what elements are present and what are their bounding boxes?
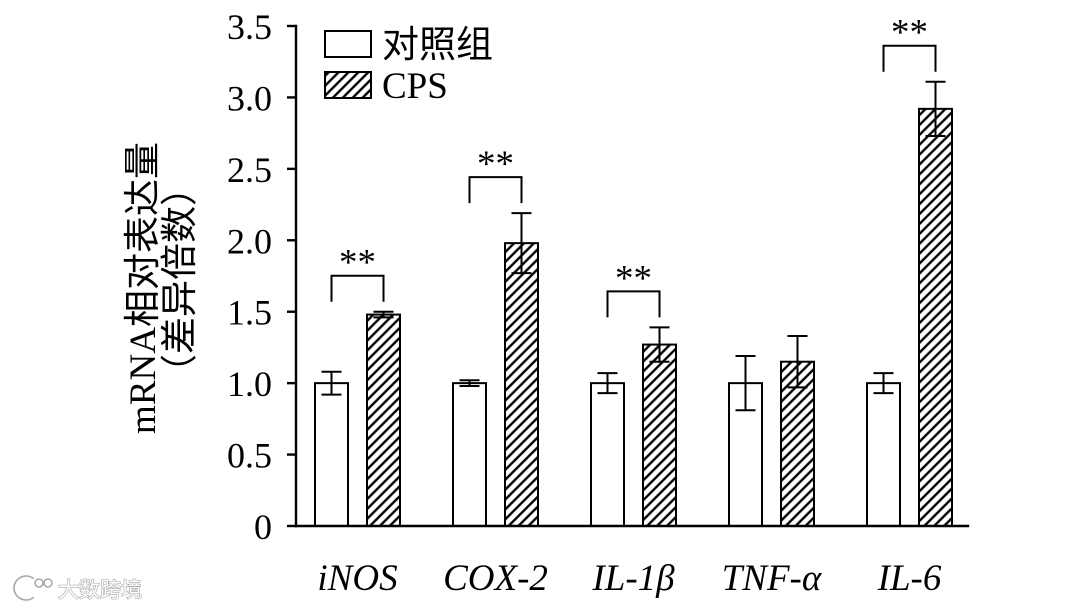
bar-series-1-il-6 [866,382,901,527]
legend-label-series-1: 对照组 [382,25,493,66]
significance-il-6: ** [882,13,937,72]
significance-layer: ** ** ** ** [330,13,937,318]
error-bar-series-2-inos [373,310,394,319]
logo-icon [13,575,53,601]
y-axis-label: mRNA相对表达量 [123,142,164,434]
legend-item-series-1: 对照组 [324,25,493,66]
significance-il-1beta: ** [606,258,661,318]
legend-label-series-2: CPS [382,66,448,107]
bar-series-2-cox-2 [504,242,539,527]
significance-bracket-cox-2 [468,176,523,204]
error-bars-layer [321,80,946,412]
significance-label-cox-2: ** [477,144,514,185]
legend-swatch-series-2 [324,71,372,99]
significance-bracket-il-1beta [606,290,661,318]
error-bar-series-2-il-6 [925,80,946,137]
error-bar-series-1-il-1beta [597,372,618,395]
y-tick-label-5: 2.5 [227,150,272,190]
error-bar-series-1-il-6 [873,372,894,395]
y-tick-label-0: 0 [254,507,272,547]
bar-series-1-inos [314,382,349,527]
significance-bracket-inos [330,274,385,302]
y-tick-label-3: 1.5 [227,293,272,333]
error-bar-series-1-cox-2 [459,379,480,387]
y-tick-label-6: 3.0 [227,78,272,118]
y-tick-label-2: 1.0 [227,364,272,404]
error-bar-series-2-il-1beta [649,326,670,363]
axes [287,24,970,528]
legend-swatch-series-1 [324,30,372,58]
y-tick-label-7: 3.5 [227,7,272,47]
significance-bracket-il-6 [882,44,937,72]
legend-item-series-2: CPS [324,66,448,107]
error-bar-series-1-inos [321,370,342,396]
x-tick-label-inos: iNOS [317,558,397,599]
watermark: 大数跨境 [13,575,143,603]
error-bar-series-1-tnf-alpha [735,355,756,412]
watermark-text: 大数跨境 [58,578,142,602]
error-bar-series-2-tnf-alpha [787,335,808,389]
x-tick-labels: iNOS COX-2 IL-1β TNF-α IL-6 [317,558,941,599]
y-tick-label-4: 2.0 [227,221,272,261]
significance-label-il-1beta: ** [615,258,652,299]
bar-series-2-il-1beta [642,343,677,528]
x-tick-label-cox-2: COX-2 [443,558,548,599]
bar-series-2-il-6 [918,107,953,527]
significance-inos: ** [330,243,385,302]
x-tick-label-il-6: IL-6 [877,558,942,599]
bar-series-2-inos [366,313,401,528]
y-tick-label-1: 0.5 [227,436,272,476]
x-tick-label-il-1beta: IL-1β [591,558,675,599]
bar-series-2-tnf-alpha [780,360,815,528]
bars-layer [314,107,953,528]
error-bar-series-2-cox-2 [511,212,532,275]
y-axis-label-unit: （差异倍数） [159,169,201,391]
significance-label-inos: ** [339,243,376,284]
bar-series-1-cox-2 [452,382,487,527]
y-tick-labels: 0 0.5 1.0 1.5 2.0 2.5 3.0 3.5 [227,7,272,547]
bar-series-1-il-1beta [590,382,625,527]
x-tick-label-tnf-alpha: TNF-α [722,558,823,599]
significance-cox-2: ** [468,144,523,204]
significance-label-il-6: ** [891,13,928,54]
